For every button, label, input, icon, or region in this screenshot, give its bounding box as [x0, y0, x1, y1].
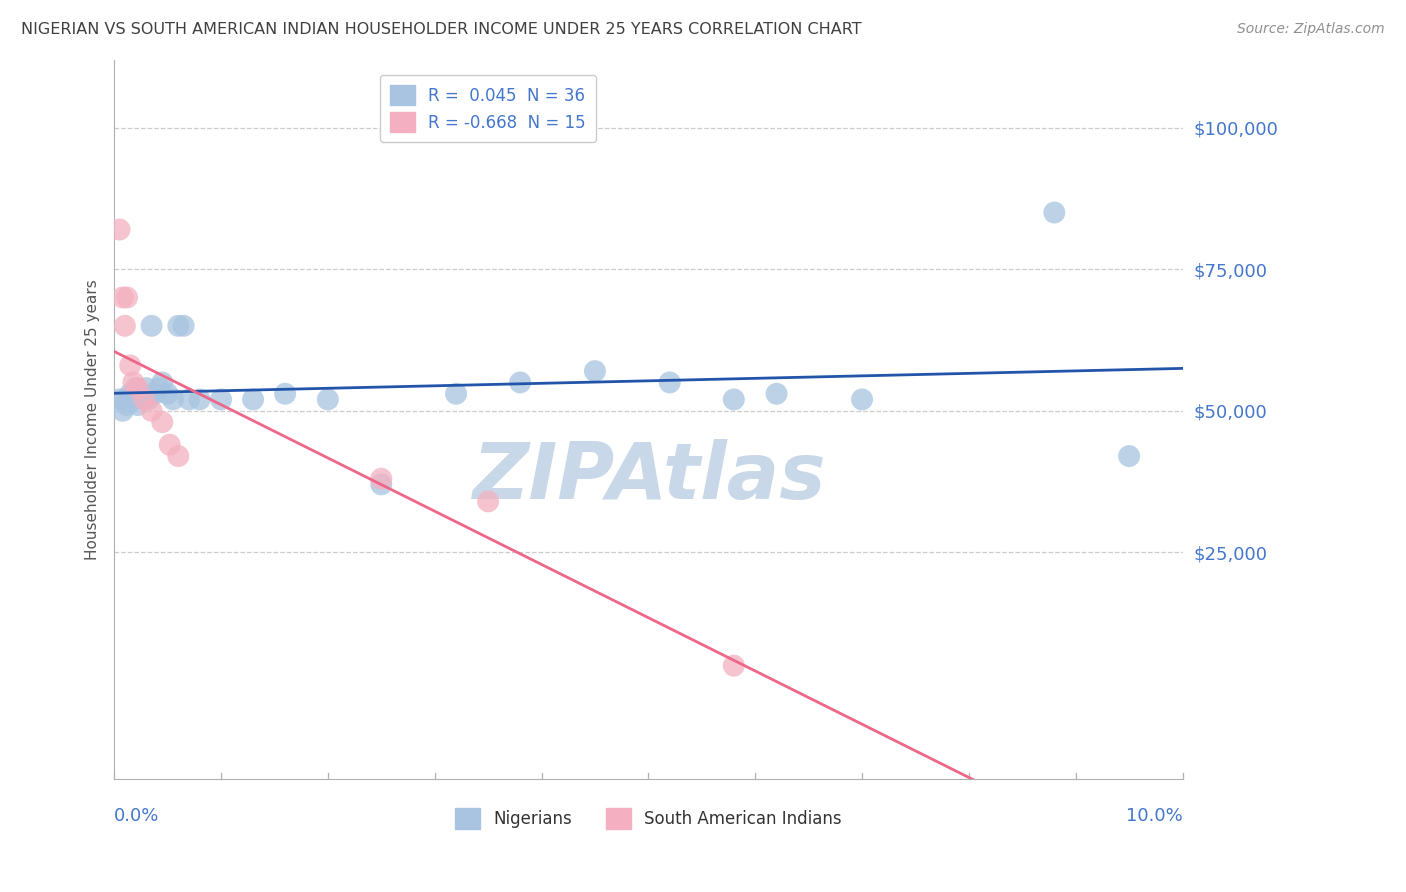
Point [167, 318, 190, 333]
Point [177, 392, 200, 407]
Point [114, 392, 136, 407]
Point [108, 222, 131, 236]
Point [129, 386, 152, 401]
Text: Source: ZipAtlas.com: Source: ZipAtlas.com [1237, 22, 1385, 37]
Point [167, 449, 190, 463]
Point [132, 392, 155, 407]
Point [723, 392, 745, 407]
Point [723, 658, 745, 673]
Point [156, 386, 179, 401]
Point [150, 415, 173, 429]
Legend: Nigerians, South American Indians: Nigerians, South American Indians [449, 802, 848, 835]
Text: ZIPAtlas: ZIPAtlas [471, 439, 825, 515]
Point [188, 392, 211, 407]
Point [108, 392, 131, 407]
Point [509, 376, 531, 390]
Point [370, 472, 392, 486]
Point [150, 376, 173, 390]
Text: 10.0%: 10.0% [1126, 807, 1182, 825]
Point [111, 403, 134, 417]
Point [851, 392, 873, 407]
Point [132, 392, 155, 407]
Point [143, 386, 166, 401]
Point [477, 494, 499, 508]
Point [370, 477, 392, 491]
Point [1043, 205, 1066, 219]
Point [138, 392, 160, 407]
Point [111, 291, 134, 305]
Point [1118, 449, 1140, 463]
Point [120, 386, 142, 401]
Point [162, 392, 184, 407]
Point [141, 318, 163, 333]
Point [115, 291, 138, 305]
Point [141, 403, 163, 417]
Point [316, 392, 339, 407]
Text: 0.0%: 0.0% [114, 807, 159, 825]
Point [159, 438, 181, 452]
Point [242, 392, 264, 407]
Text: NIGERIAN VS SOUTH AMERICAN INDIAN HOUSEHOLDER INCOME UNDER 25 YEARS CORRELATION : NIGERIAN VS SOUTH AMERICAN INDIAN HOUSEH… [21, 22, 862, 37]
Point [124, 381, 146, 395]
Point [122, 376, 145, 390]
Point [658, 376, 681, 390]
Point [209, 392, 232, 407]
Point [114, 318, 136, 333]
Point [173, 318, 195, 333]
Point [122, 392, 145, 407]
Point [583, 364, 606, 378]
Point [127, 398, 149, 412]
Point [765, 386, 787, 401]
Point [148, 381, 170, 395]
Point [127, 381, 149, 395]
Point [115, 398, 138, 412]
Y-axis label: Householder Income Under 25 years: Householder Income Under 25 years [86, 279, 100, 559]
Point [274, 386, 297, 401]
Point [444, 386, 467, 401]
Point [135, 381, 157, 395]
Point [120, 359, 142, 373]
